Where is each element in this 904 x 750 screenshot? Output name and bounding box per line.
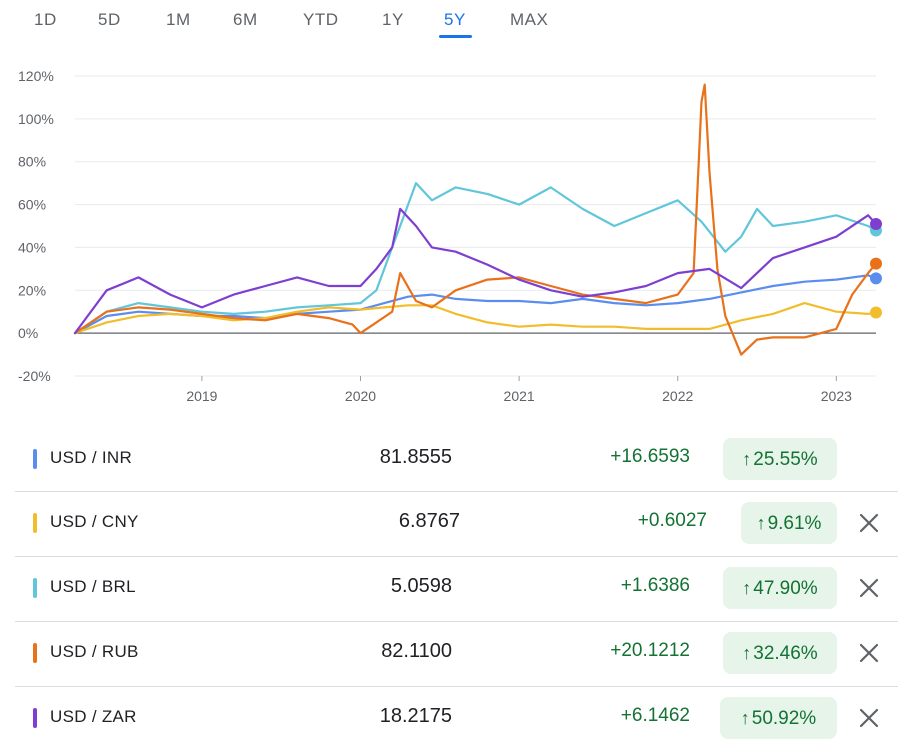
- pct-change-value: 50.92%: [751, 708, 817, 729]
- arrow-up-icon: ↑: [742, 643, 752, 663]
- grid-lines: [75, 75, 876, 377]
- series-endpoint-dot: [870, 257, 882, 270]
- y-tick-label: -20%: [18, 368, 51, 384]
- tab-5d[interactable]: 5D: [98, 10, 121, 29]
- y-tick-label: 40%: [18, 239, 46, 255]
- pair-change: +16.6593: [610, 446, 690, 467]
- pct-change-value: 25.55%: [753, 449, 818, 470]
- y-axis-labels: 120% 100% 80% 60% 40% 20% 0% -20%: [18, 68, 54, 384]
- divider: [15, 621, 898, 622]
- y-tick-label: 120%: [18, 68, 54, 84]
- y-tick-label: 0%: [18, 325, 38, 341]
- tab-5y[interactable]: 5Y: [444, 10, 466, 29]
- pair-change: +1.6386: [620, 575, 690, 596]
- tab-max[interactable]: MAX: [510, 10, 549, 29]
- pct-change-badge: ↑ 25.55%: [723, 438, 837, 480]
- y-tick-label: 100%: [18, 111, 54, 127]
- pair-price: 6.8767: [398, 510, 460, 532]
- series-endpoints: [870, 218, 882, 319]
- tab-6m[interactable]: 6M: [233, 10, 258, 29]
- pair-label: USD / INR: [50, 448, 133, 467]
- series-line: [73, 83, 878, 356]
- series-endpoint-dot: [870, 272, 882, 285]
- arrow-up-icon: ↑: [740, 708, 750, 728]
- pair-label: USD / ZAR: [50, 707, 137, 726]
- pair-change: +0.6027: [637, 510, 707, 531]
- pct-change-badge: ↑ 47.90%: [723, 567, 837, 609]
- series-line: [73, 182, 878, 335]
- tab-ytd[interactable]: YTD: [303, 10, 339, 29]
- tab-1y[interactable]: 1Y: [382, 10, 404, 29]
- y-tick-label: 20%: [18, 282, 46, 298]
- close-icon[interactable]: [857, 576, 881, 600]
- active-tab-indicator: [439, 35, 472, 38]
- pct-change-badge: ↑ 32.46%: [723, 632, 837, 674]
- pair-row-usd-brl[interactable]: USD / BRL 5.0598 +1.6386 ↑ 47.90%: [0, 556, 898, 620]
- pair-price: 5.0598: [390, 575, 452, 597]
- pair-change: +20.1212: [610, 640, 690, 661]
- x-tick-label: 2020: [345, 388, 376, 404]
- pair-row-usd-rub[interactable]: USD / RUB 82.1100 +20.1212 ↑ 32.46%: [0, 621, 898, 685]
- tab-1m[interactable]: 1M: [166, 10, 191, 29]
- close-icon[interactable]: [857, 641, 881, 665]
- y-tick-label: 60%: [18, 197, 46, 213]
- pair-change: +6.1462: [620, 705, 690, 726]
- pair-row-usd-zar[interactable]: USD / ZAR 18.2175 +6.1462 ↑ 50.92%: [0, 686, 898, 750]
- arrow-up-icon: ↑: [742, 449, 752, 469]
- pair-row-usd-cny[interactable]: USD / CNY 6.8767 +0.6027 ↑ 9.61%: [0, 491, 898, 555]
- pct-change-value: 32.46%: [753, 643, 818, 664]
- x-tick-label: 2023: [821, 388, 852, 404]
- series-line: [73, 207, 878, 335]
- range-tabs: 1D 5D 1M 6M YTD 1Y 5Y MAX: [0, 0, 600, 44]
- pair-row-usd-inr[interactable]: USD / INR 81.8555 +16.6593 ↑ 25.55%: [0, 427, 898, 491]
- x-tick-label: 2021: [504, 388, 535, 404]
- pair-price: 18.2175: [379, 705, 452, 727]
- divider: [15, 556, 898, 557]
- comparison-chart[interactable]: 120%100%80%60%40%20%0%-20% 2019 2020 2021 2…: [0, 56, 904, 416]
- close-icon[interactable]: [857, 706, 881, 730]
- pair-label: USD / BRL: [50, 577, 136, 596]
- series-line: [73, 302, 878, 335]
- pct-change-value: 47.90%: [753, 578, 818, 599]
- x-tick-label: 2022: [662, 388, 693, 404]
- series-color-marker: [33, 513, 37, 533]
- close-icon[interactable]: [857, 511, 881, 535]
- series-color-marker: [33, 643, 37, 663]
- series-color-marker: [33, 708, 37, 728]
- series-color-marker: [33, 578, 37, 598]
- arrow-up-icon: ↑: [742, 578, 752, 598]
- series-endpoint-dot: [870, 218, 882, 231]
- pct-change-badge: ↑ 9.61%: [741, 502, 837, 544]
- arrow-up-icon: ↑: [756, 513, 766, 533]
- divider: [15, 491, 898, 492]
- series-color-marker: [33, 449, 37, 469]
- divider: [15, 686, 898, 687]
- pair-label: USD / CNY: [50, 512, 139, 531]
- pair-price: 81.8555: [379, 446, 452, 468]
- pair-label: USD / RUB: [50, 642, 139, 661]
- x-tick-label: 2019: [186, 388, 217, 404]
- pct-change-badge: ↑ 50.92%: [720, 697, 837, 739]
- y-tick-label: 80%: [18, 154, 46, 170]
- series-lines: [73, 83, 878, 356]
- pair-price: 82.1100: [381, 640, 452, 662]
- x-axis-labels: 2019 2020 2021 2022 2023: [186, 376, 852, 404]
- series-endpoint-dot: [870, 306, 882, 319]
- tab-1d[interactable]: 1D: [34, 10, 57, 29]
- pct-change-value: 9.61%: [767, 513, 822, 534]
